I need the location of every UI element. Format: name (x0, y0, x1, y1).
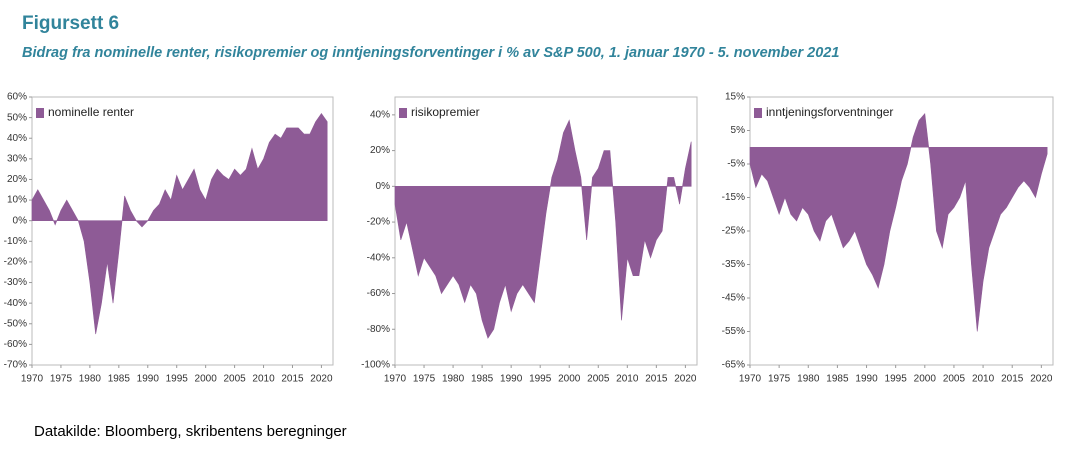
x-tick-label: 2020 (310, 374, 333, 385)
plot-frame (31, 96, 334, 366)
x-tick-label: 2020 (674, 374, 697, 385)
x-tick-label: 2015 (645, 374, 668, 385)
y-tick-label: -40% (4, 298, 27, 309)
y-tick-label: -80% (367, 324, 390, 335)
x-tick-label: 2005 (943, 374, 966, 385)
y-tick-label: -50% (4, 318, 27, 329)
area (749, 113, 1048, 332)
x-tick-label: 2000 (195, 374, 218, 385)
y-tick-label: 40% (370, 110, 390, 121)
x-tick-label: 2010 (252, 374, 275, 385)
y-tick-label: 15% (725, 92, 745, 103)
x-tick-label: 2020 (1030, 374, 1053, 385)
y-tick-label: -55% (722, 326, 745, 337)
y-tick-label: -30% (4, 277, 27, 288)
x-tick-label: 1995 (166, 374, 189, 385)
subtitle: Bidrag fra nominelle renter, risikopremi… (22, 45, 839, 61)
y-tick-label: 30% (7, 153, 27, 164)
y-tick-label: -20% (367, 217, 390, 228)
x-tick-label: 1975 (50, 374, 73, 385)
x-tick-label: 2000 (558, 374, 581, 385)
y-tick-label: 0% (376, 181, 391, 192)
plot-frame (394, 96, 698, 366)
x-tick-label: 1970 (384, 374, 407, 385)
y-tick-label: 20% (370, 145, 390, 156)
x-tick-label: 1970 (21, 374, 44, 385)
y-tick-label: -35% (722, 259, 745, 270)
y-tick-label: 20% (7, 174, 27, 185)
y-tick-label: 0% (13, 215, 28, 226)
y-tick-label: -25% (722, 226, 745, 237)
y-tick-label: -70% (4, 360, 27, 371)
x-tick-label: 1970 (739, 374, 762, 385)
area (31, 112, 328, 335)
x-tick-label: 1980 (79, 374, 102, 385)
y-tick-label: 10% (7, 195, 27, 206)
x-tick-label: 1995 (885, 374, 908, 385)
legend-label: inntjeningsforventninger (766, 105, 893, 119)
x-tick-label: 1980 (442, 374, 465, 385)
area (394, 119, 692, 339)
x-tick-label: 2005 (223, 374, 246, 385)
legend-swatch (399, 108, 407, 118)
x-tick-label: 2000 (914, 374, 937, 385)
x-tick-label: 1985 (108, 374, 131, 385)
y-tick-label: -10% (4, 236, 27, 247)
y-tick-label: -100% (361, 360, 390, 371)
x-tick-label: 2015 (281, 374, 304, 385)
x-tick-label: 1975 (413, 374, 436, 385)
y-tick-label: 60% (7, 92, 27, 103)
x-tick-label: 1980 (797, 374, 820, 385)
x-tick-label: 1990 (137, 374, 160, 385)
y-tick-label: -15% (722, 192, 745, 203)
legend-swatch (36, 108, 44, 118)
y-tick-label: -45% (722, 293, 745, 304)
y-tick-label: -65% (722, 360, 745, 371)
source: Datakilde: Bloomberg, skribentens beregn… (34, 423, 347, 440)
y-tick-label: -60% (4, 339, 27, 350)
x-tick-label: 2010 (616, 374, 639, 385)
y-tick-label: -40% (367, 252, 390, 263)
x-tick-label: 2010 (972, 374, 995, 385)
legend-label: risikopremier (411, 105, 480, 119)
y-tick-label: 5% (731, 125, 746, 136)
legend-label: nominelle renter (48, 105, 134, 119)
title: Figursett 6 (22, 13, 119, 34)
legend-swatch (754, 108, 762, 118)
y-tick-label: 50% (7, 112, 27, 123)
x-tick-label: 1975 (768, 374, 791, 385)
y-tick-label: -20% (4, 257, 27, 268)
x-tick-label: 1985 (471, 374, 494, 385)
x-tick-label: 1995 (529, 374, 552, 385)
x-tick-label: 1990 (855, 374, 878, 385)
y-tick-label: -5% (727, 159, 745, 170)
x-tick-label: 2015 (1001, 374, 1024, 385)
x-tick-label: 1990 (500, 374, 523, 385)
x-tick-label: 1985 (826, 374, 849, 385)
y-tick-label: -60% (367, 288, 390, 299)
x-tick-label: 2005 (587, 374, 610, 385)
y-tick-label: 40% (7, 133, 27, 144)
